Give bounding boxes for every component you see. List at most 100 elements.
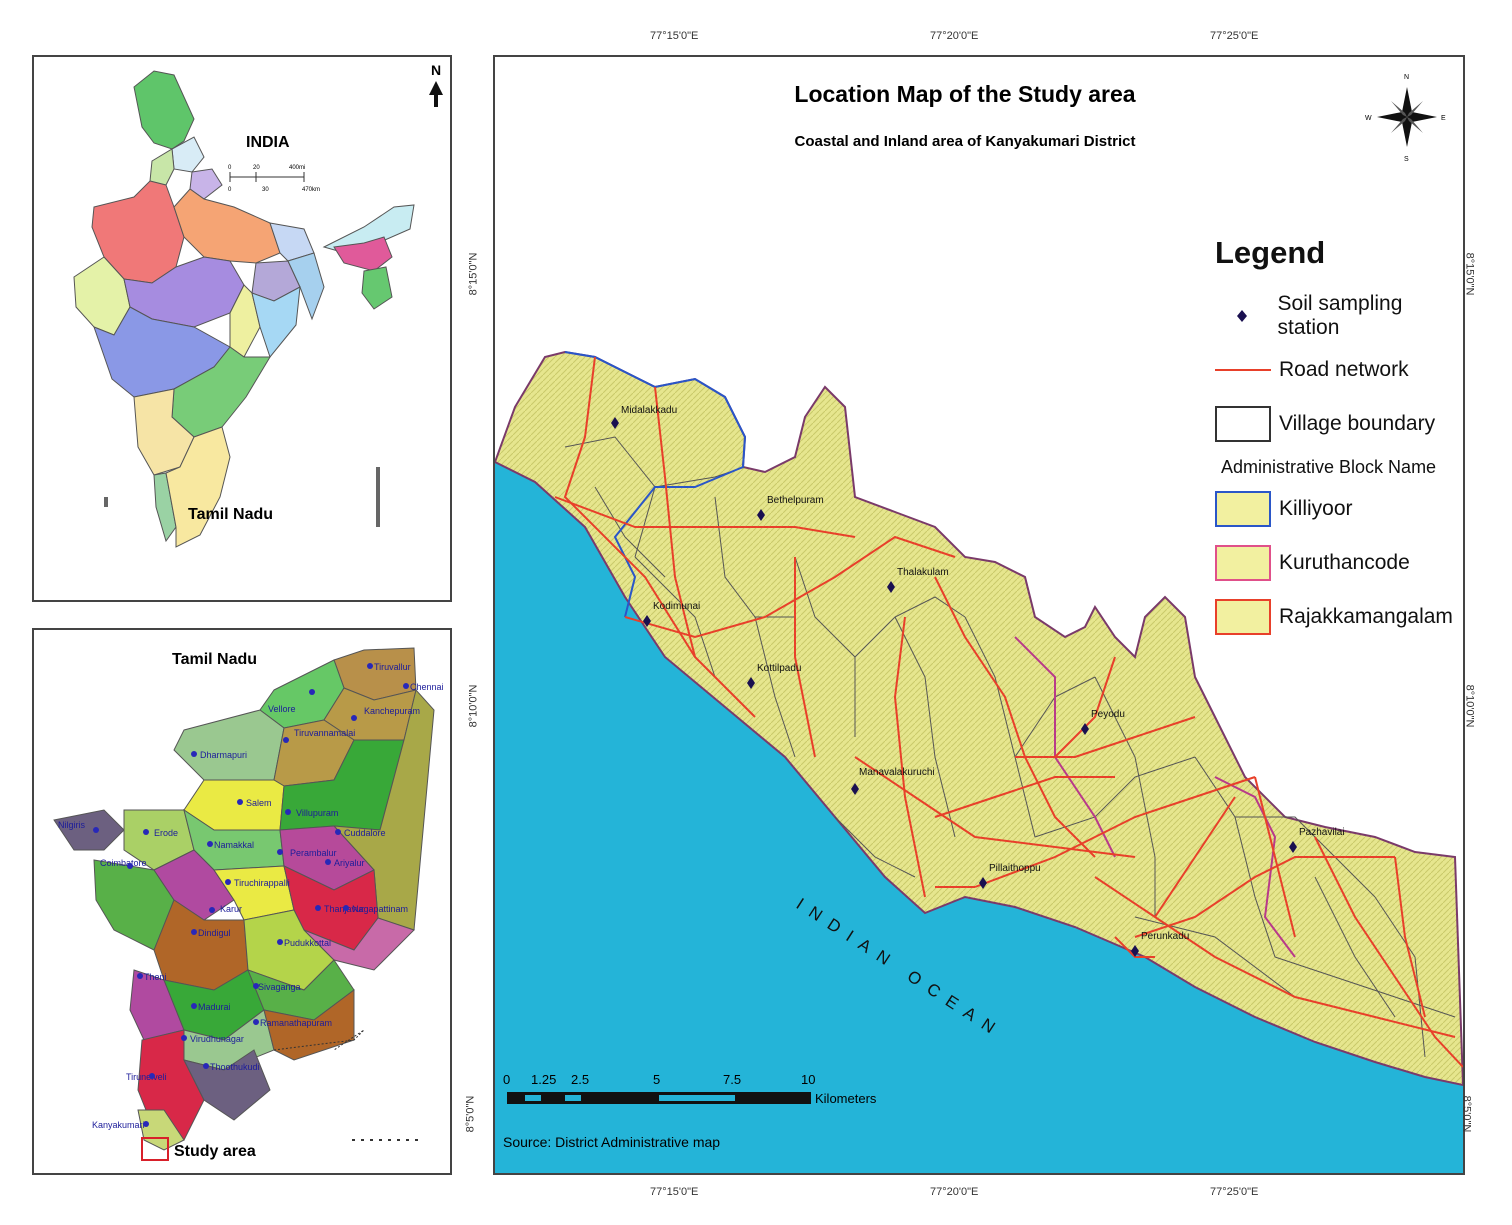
svg-text:1.25: 1.25 bbox=[531, 1072, 556, 1087]
legend-item-village: Village boundary bbox=[1215, 397, 1465, 451]
main-map-svg: Midalakkadu Bethelpuram Thalakulam Kodim… bbox=[493, 74, 1465, 1173]
svg-text:Salem: Salem bbox=[246, 798, 272, 808]
district-hq-dots bbox=[93, 663, 409, 1127]
legend-title: Legend bbox=[1215, 235, 1326, 270]
ocean-area bbox=[495, 462, 1463, 1173]
svg-text:7.5: 7.5 bbox=[723, 1072, 741, 1087]
source-note: Source: District Administrative map bbox=[503, 1134, 720, 1150]
svg-text:Perunkadu: Perunkadu bbox=[1141, 931, 1189, 942]
road-line-icon bbox=[1215, 352, 1271, 388]
svg-text:Pudukkottai: Pudukkottai bbox=[284, 938, 331, 948]
svg-text:Karur: Karur bbox=[220, 904, 242, 914]
bottom-coord-3: 77°25'0"E bbox=[1210, 1186, 1259, 1198]
tn-map-svg: Tamil Nadu Study area Tir bbox=[53, 647, 444, 1161]
village-box-icon bbox=[1215, 406, 1271, 442]
svg-text:Peyodu: Peyodu bbox=[1091, 709, 1125, 720]
svg-text:Ramanathapuram: Ramanathapuram bbox=[260, 1018, 332, 1028]
svg-text:S: S bbox=[1404, 156, 1409, 163]
svg-text:Nilgiris: Nilgiris bbox=[58, 820, 86, 830]
svg-text:E: E bbox=[1441, 115, 1446, 122]
svg-text:Thalakulam: Thalakulam bbox=[897, 567, 949, 578]
station-manavalakuruchi: Manavalakuruchi bbox=[851, 767, 935, 795]
svg-text:20: 20 bbox=[253, 165, 260, 171]
svg-text:0: 0 bbox=[228, 187, 232, 193]
bottom-coord-2: 77°20'0"E bbox=[930, 1186, 979, 1198]
svg-text:2.5: 2.5 bbox=[571, 1072, 589, 1087]
block-heading: Administrative Block Name bbox=[1221, 457, 1437, 477]
svg-text:Villupuram: Villupuram bbox=[296, 808, 338, 818]
region-ne2 bbox=[361, 266, 393, 310]
station-peyodu: Peyodu bbox=[1081, 709, 1125, 735]
region-tamilnadu bbox=[165, 426, 231, 548]
station-pazhavilai: Pazhavilai bbox=[1289, 827, 1345, 853]
svg-text:Chennai: Chennai bbox=[410, 682, 444, 692]
station-pillaithoppu: Pillaithoppu bbox=[979, 863, 1041, 889]
india-label: INDIA bbox=[246, 134, 290, 151]
region-up bbox=[173, 188, 281, 264]
svg-text:Kilometers: Kilometers bbox=[815, 1091, 877, 1106]
station-bethelpuram: Bethelpuram bbox=[757, 495, 824, 521]
svg-text:10: 10 bbox=[801, 1072, 815, 1087]
india-scale-bar: 0 20 400mi 0 30 470km bbox=[228, 165, 320, 193]
station-midalakkadu: Midalakkadu bbox=[611, 405, 677, 429]
legend-item-road: Road network bbox=[1215, 343, 1465, 397]
map-title: Location Map of the Study area bbox=[794, 81, 1135, 107]
svg-text:Bethelpuram: Bethelpuram bbox=[767, 495, 824, 506]
legend-block-killiyoor: Killiyoor bbox=[1215, 482, 1465, 536]
map-subtitle: Coastal and Inland area of Kanyakumari D… bbox=[795, 133, 1136, 150]
top-coord-2: 77°20'0"E bbox=[930, 30, 979, 42]
svg-text:Coimbatore: Coimbatore bbox=[100, 858, 147, 868]
svg-text:Kottilpadu: Kottilpadu bbox=[757, 663, 801, 674]
svg-text:Dharmapuri: Dharmapuri bbox=[200, 750, 247, 760]
study-area-box bbox=[141, 1137, 169, 1161]
india-inset-map: INDIA Tamil Nadu N 0 20 400mi 0 30 470km bbox=[32, 55, 452, 602]
svg-text:Vellore: Vellore bbox=[268, 704, 296, 714]
svg-text:W: W bbox=[1365, 115, 1372, 122]
svg-text:Manavalakuruchi: Manavalakuruchi bbox=[859, 767, 935, 778]
north-letter: N bbox=[431, 62, 441, 78]
tn-title: Tamil Nadu bbox=[172, 651, 257, 668]
svg-text:Midalakkadu: Midalakkadu bbox=[621, 405, 677, 416]
svg-text:Nagapattinam: Nagapattinam bbox=[352, 904, 408, 914]
region-kerala bbox=[153, 472, 177, 543]
study-area-map: Midalakkadu Bethelpuram Thalakulam Kodim… bbox=[493, 55, 1465, 1175]
rajakkamangalam-swatch bbox=[1215, 599, 1271, 635]
north-arrow-icon bbox=[429, 81, 443, 107]
study-area-label: Study area bbox=[174, 1143, 256, 1160]
compass-rose-icon: N E S W bbox=[1365, 74, 1446, 163]
svg-text:Kanyakumari: Kanyakumari bbox=[92, 1120, 145, 1130]
svg-text:400mi: 400mi bbox=[289, 165, 305, 171]
svg-text:Kanchepuram: Kanchepuram bbox=[364, 706, 420, 716]
soil-stations: Midalakkadu Bethelpuram Thalakulam Kodim… bbox=[611, 405, 1345, 957]
killiyoor-boundary bbox=[564, 351, 747, 618]
svg-text:0: 0 bbox=[228, 165, 232, 171]
svg-text:Kodimunai: Kodimunai bbox=[653, 601, 700, 612]
station-kodimunai: Kodimunai bbox=[643, 601, 700, 627]
station-perunkadu: Perunkadu bbox=[1131, 931, 1189, 957]
svg-text:Namakkal: Namakkal bbox=[214, 840, 254, 850]
svg-text:Pazhavilai: Pazhavilai bbox=[1299, 827, 1345, 838]
region-rajasthan bbox=[91, 180, 185, 284]
svg-text:Thoothukudi: Thoothukudi bbox=[210, 1062, 260, 1072]
legend-block-kuruthancode: Kuruthancode bbox=[1215, 536, 1465, 590]
region-north bbox=[133, 70, 195, 150]
svg-text:Dindigul: Dindigul bbox=[198, 928, 231, 938]
right-coord-1: 8°15'0"N bbox=[1463, 252, 1476, 296]
svg-text:Ariyalur: Ariyalur bbox=[334, 858, 365, 868]
main-scale-bar: 0 1.25 2.5 5 7.5 10 Kilometers bbox=[503, 1072, 877, 1106]
svg-text:Erode: Erode bbox=[154, 828, 178, 838]
legend-block-rajakkamangalam: Rajakkamangalam bbox=[1215, 590, 1465, 644]
lakshadweep bbox=[104, 497, 108, 507]
india-map-svg: INDIA Tamil Nadu N 0 20 400mi 0 30 470km bbox=[73, 62, 443, 548]
rajakkamangalam-boundary bbox=[1214, 776, 1296, 958]
top-coord-3: 77°25'0"E bbox=[1210, 30, 1259, 42]
svg-text:470km: 470km bbox=[302, 187, 320, 193]
left-coord-2: 8°10'0"N bbox=[467, 684, 480, 728]
region-odisha bbox=[251, 286, 301, 359]
tamilnadu-inset-map: Tamil Nadu Study area Tir bbox=[32, 628, 452, 1175]
left-coord-3: 8°5'0"N bbox=[464, 1095, 477, 1133]
station-thalakulam: Thalakulam bbox=[887, 567, 949, 593]
district-labels: Tiruvallur Chennai Vellore Kanchepuram T… bbox=[58, 662, 444, 1130]
top-coord-1: 77°15'0"E bbox=[650, 30, 699, 42]
map-legend: Legend Soil sampling station Road networ… bbox=[1215, 235, 1465, 644]
